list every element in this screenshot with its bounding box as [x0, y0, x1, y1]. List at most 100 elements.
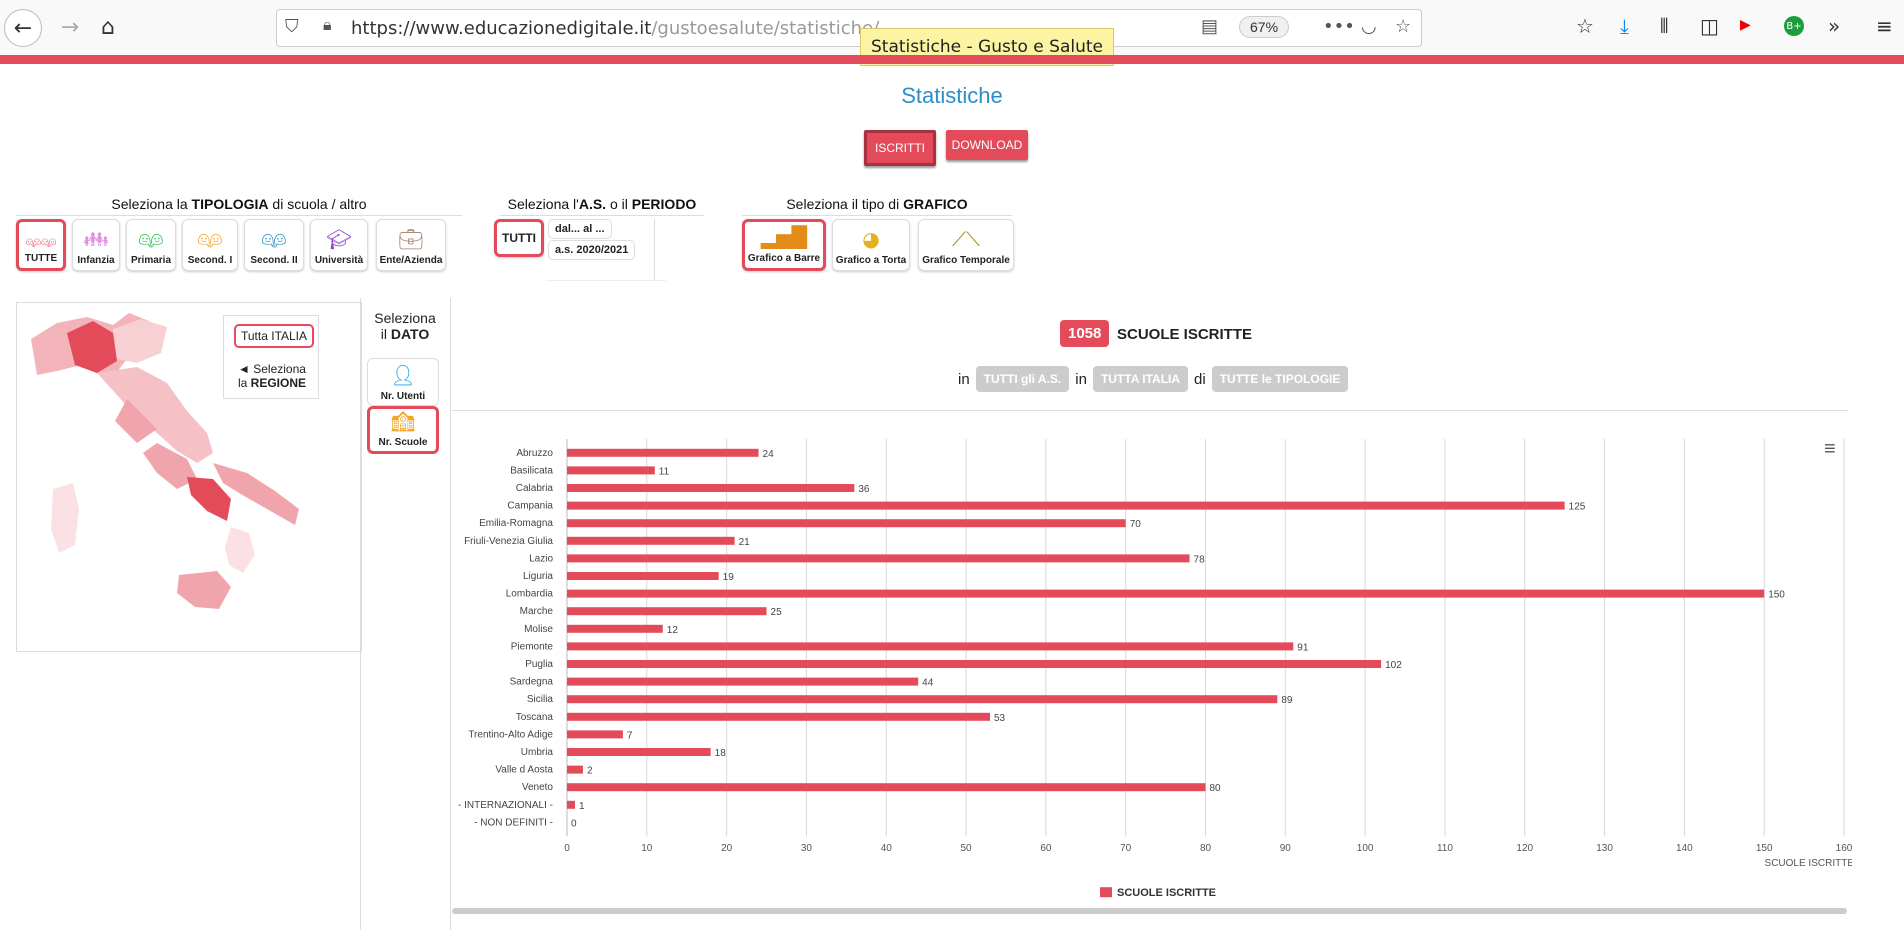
lock-icon[interactable]: 🔒︎: [323, 17, 332, 34]
category-label: Emilia-Romagna: [479, 518, 553, 529]
map-region-veneto[interactable]: [113, 319, 167, 363]
italy-map[interactable]: [17, 303, 361, 651]
map-region-sicilia[interactable]: [177, 571, 231, 609]
tipologia-infanzia[interactable]: 👪︎ Infanzia: [72, 219, 120, 271]
tipologia-title-bold: TIPOLOGIA: [191, 196, 269, 212]
bar[interactable]: [567, 554, 1190, 563]
data-label: 70: [1130, 519, 1142, 530]
filter-in-1: in: [958, 370, 970, 388]
menu-icon[interactable]: ≡: [1876, 14, 1893, 38]
category-label: Calabria: [516, 483, 554, 494]
youtube-icon[interactable]: ▶: [1740, 17, 1751, 33]
overflow-icon[interactable]: »: [1828, 14, 1841, 38]
x-tick-label: 10: [641, 843, 653, 854]
chip-regione: TUTTA ITALIA: [1092, 366, 1189, 392]
graduation-cap-icon: 🎓︎: [326, 227, 352, 251]
map-region-sardegna[interactable]: [51, 483, 79, 553]
map-region-puglia[interactable]: [213, 463, 299, 525]
map-region-lazio[interactable]: [143, 443, 197, 489]
chip-tipologia: TUTTE le TIPOLOGIE: [1211, 366, 1349, 392]
tipologia-primaria[interactable]: 👫︎ Primaria: [126, 219, 176, 271]
download-button[interactable]: DOWNLOAD: [946, 130, 1028, 160]
data-label: 18: [715, 748, 727, 759]
x-tick-label: 120: [1516, 843, 1533, 854]
bar[interactable]: [567, 712, 991, 721]
reader-view-icon[interactable]: ▤: [1201, 16, 1219, 36]
bar[interactable]: [567, 748, 711, 756]
bar[interactable]: [567, 783, 1206, 792]
tipologia-second-ii[interactable]: 👬︎ Second. II: [244, 219, 304, 271]
data-label: 1: [579, 801, 585, 812]
bar[interactable]: [567, 800, 575, 809]
page-actions-icon[interactable]: •••: [1323, 16, 1355, 37]
tipologia-universita[interactable]: 🎓︎ Università: [310, 219, 368, 271]
library-icon[interactable]: ⫴: [1660, 14, 1669, 38]
bar[interactable]: [567, 572, 719, 580]
tipologia-tutte[interactable]: 👫︎👫︎ TUTTE: [16, 219, 66, 271]
category-label: - INTERNAZIONALI -: [458, 800, 553, 811]
chart-menu-icon[interactable]: ≡: [1824, 438, 1836, 460]
bar-chart: 0 10 20 30 40 50 60 70 80 90 100 110 120 130 140 150 160…: [458, 439, 1852, 899]
shield-icon[interactable]: ⛉: [285, 16, 299, 36]
periodo-range[interactable]: dal... al ...: [548, 219, 612, 239]
bar[interactable]: [567, 677, 919, 686]
horizontal-scrollbar[interactable]: [452, 908, 1847, 914]
x-tick-label: 0: [564, 843, 570, 854]
map-region-toscana[interactable]: [115, 399, 157, 443]
grafico-torta[interactable]: ◕ Grafico a Torta: [832, 219, 910, 271]
map-region-calabria[interactable]: [225, 527, 255, 573]
bar[interactable]: [567, 695, 1278, 704]
sidebar-icon[interactable]: ◫: [1700, 14, 1719, 38]
periodo-underline: [546, 280, 666, 281]
periodo-title-bold2: PERIODO: [631, 196, 697, 212]
dato-scuole[interactable]: 🏫︎ Nr. Scuole: [367, 406, 439, 454]
map-region-centre[interactable]: [97, 367, 213, 463]
map-region-campania[interactable]: [187, 477, 231, 521]
iscritti-button[interactable]: ISCRITTI: [864, 130, 936, 166]
briefcase-icon: 💼︎: [398, 227, 424, 251]
x-tick-label: 20: [721, 843, 733, 854]
category-label: Molise: [524, 624, 553, 635]
bar[interactable]: [567, 607, 767, 616]
dato-title: Seleziona il DATO: [368, 310, 442, 342]
grafico-barre[interactable]: ▂▅█ Grafico a Barre: [742, 219, 826, 271]
bar[interactable]: [567, 642, 1294, 651]
bookmark-star-icon[interactable]: ☆: [1395, 16, 1412, 37]
home-icon[interactable]: ⌂: [101, 14, 115, 40]
bar[interactable]: [567, 448, 759, 457]
bar[interactable]: [567, 501, 1565, 510]
tipologia-second-i[interactable]: 👬︎ Second. I: [182, 219, 238, 271]
bar[interactable]: [567, 466, 655, 475]
bar[interactable]: [567, 730, 623, 739]
pocket-icon[interactable]: ◡: [1361, 16, 1377, 37]
back-icon[interactable]: ←: [4, 9, 42, 47]
map-hint-pre: ◄ Seleziona: [238, 362, 306, 376]
bar[interactable]: [567, 589, 1765, 598]
bookmark-manage-icon[interactable]: ☆: [1576, 14, 1594, 38]
data-label: 24: [763, 449, 775, 460]
bar[interactable]: [567, 660, 1382, 668]
grafico-temporale[interactable]: ⟋⟍ Grafico Temporale: [918, 219, 1014, 271]
tutta-italia-button[interactable]: Tutta ITALIA: [234, 324, 315, 348]
url-text[interactable]: https://www.educazionedigitale.it/gustoe…: [351, 18, 879, 39]
bar[interactable]: [567, 536, 735, 545]
tipologia-label: Second. I: [187, 255, 233, 266]
map-hint: ◄ Seleziona la REGIONE: [234, 362, 310, 390]
forward-icon[interactable]: →: [60, 14, 80, 40]
bar[interactable]: [567, 765, 583, 774]
url-bar[interactable]: ⛉ 🔒︎ https://www.educazionedigitale.it/g…: [276, 9, 1422, 47]
dato-utenti-label: Nr. Utenti: [380, 391, 426, 402]
bar[interactable]: [567, 624, 663, 633]
periodo-year[interactable]: a.s. 2020/2021: [548, 240, 636, 260]
legend-swatch[interactable]: [1100, 887, 1112, 898]
bar[interactable]: [567, 484, 855, 492]
periodo-tutti[interactable]: TUTTI: [494, 219, 544, 257]
download-icon[interactable]: ⤓: [1620, 14, 1629, 38]
bar[interactable]: [567, 519, 1126, 528]
zoom-level[interactable]: 67%: [1239, 16, 1290, 38]
x-tick-label: 40: [881, 843, 893, 854]
dato-utenti[interactable]: 👤︎ Nr. Utenti: [367, 358, 439, 406]
map-region-lombardia[interactable]: [67, 321, 117, 373]
tipologia-ente-azienda[interactable]: 💼︎ Ente/Azienda: [376, 219, 446, 271]
extension-icon[interactable]: B+: [1784, 16, 1804, 36]
